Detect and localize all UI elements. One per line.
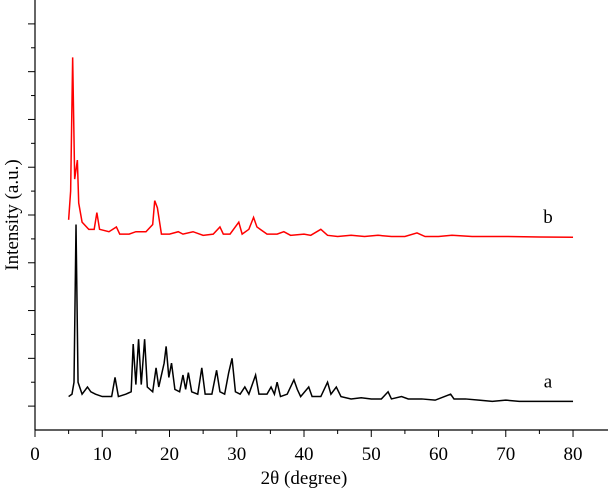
- x-axis-title: 2θ (degree): [261, 468, 348, 489]
- x-tick-label: 30: [227, 444, 246, 465]
- x-tick-label: 40: [295, 444, 314, 465]
- x-tick-label: 20: [160, 444, 179, 465]
- data-line: [68, 224, 574, 403]
- x-tick-label: 60: [429, 444, 448, 465]
- series-label: b: [543, 207, 553, 228]
- x-tick-label: 80: [564, 444, 583, 465]
- x-tick-label: 50: [362, 444, 381, 465]
- data-line: [67, 57, 574, 238]
- x-tick-label: 10: [93, 444, 112, 465]
- x-tick-label: 0: [30, 444, 40, 465]
- x-tick-label: 70: [496, 444, 515, 465]
- series-label: a: [544, 371, 553, 392]
- y-axis-title: Intensity (a.u.): [2, 159, 23, 270]
